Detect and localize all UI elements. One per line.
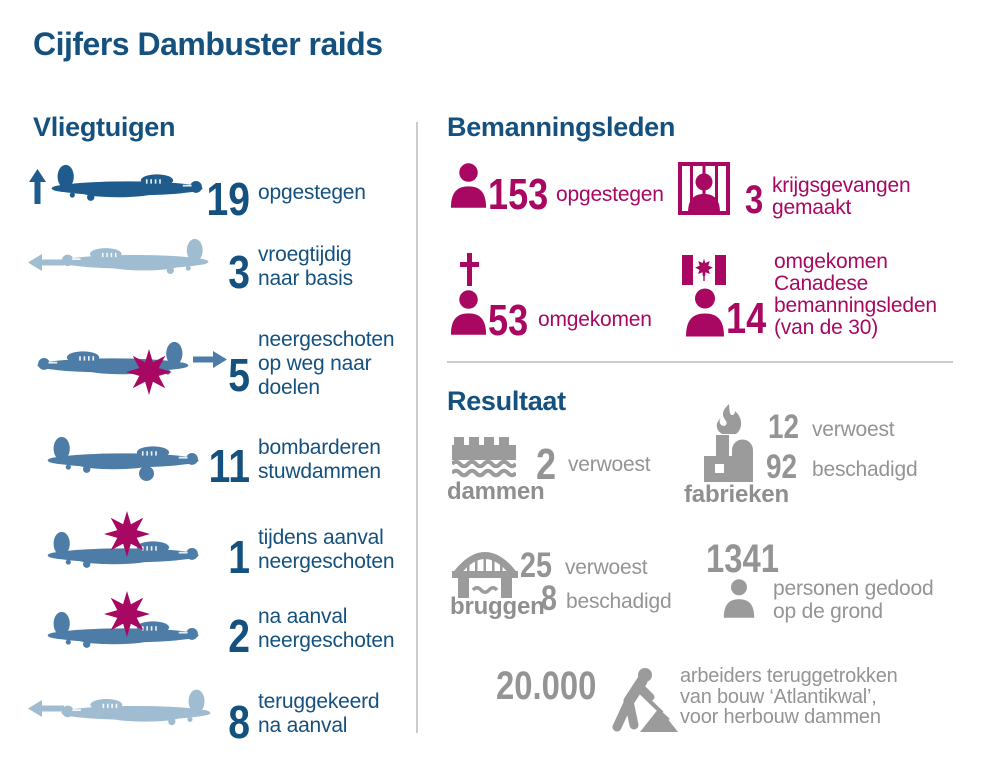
left-arrow-icon [28, 700, 64, 717]
label-line: Canadese [774, 272, 869, 295]
crew-count: 3 [745, 178, 764, 222]
label-line: omgekomen [538, 308, 652, 331]
label-line: doelen [258, 376, 320, 399]
left-arrow-icon [28, 254, 64, 271]
plane-label: neergeschoten op weg naar doelen [258, 328, 395, 400]
result-count: 12 [768, 408, 800, 446]
plane-label: na aanval neergeschoten [258, 605, 395, 653]
plane-label: teruggekeerd na aanval [258, 690, 380, 738]
plane-count: 3 [228, 246, 250, 298]
label-line: gemaakt [772, 196, 852, 219]
cross-icon [460, 253, 479, 286]
label-line: omgekomen [774, 250, 888, 273]
result-count: 1341 [706, 537, 779, 581]
result-count: 20.000 [496, 664, 597, 708]
category-label: dammen [447, 478, 545, 505]
category-label: bruggen [450, 593, 545, 620]
label-line: krijgsgevangen [772, 174, 911, 197]
label-line: (van de 30) [774, 316, 879, 339]
crew-count: 14 [726, 294, 767, 343]
result-label: arbeiders teruggetrokken van bouw ‘Atlan… [680, 666, 898, 728]
label-line: teruggekeerd [258, 690, 380, 713]
label-line: opgestegen [258, 181, 366, 204]
label-line: stuwdammen [258, 460, 381, 483]
label-line: opgestegen [556, 183, 664, 206]
result-label: personen gedood op de grond [773, 577, 934, 623]
label-line: neergeschoten [258, 328, 395, 351]
crew-label: krijgsgevangen gemaakt [772, 174, 911, 219]
label-line: neergeschoten [258, 550, 395, 573]
label-line: op de grond [773, 600, 883, 623]
explosion-icon [104, 511, 150, 557]
plane-count: 19 [206, 173, 250, 225]
person-icon [723, 575, 755, 622]
label-line: naar basis [258, 267, 353, 290]
plane-count: 2 [228, 610, 250, 662]
result-label: beschadigd [812, 458, 918, 481]
label-line: neergeschoten [258, 629, 395, 652]
plane-count: 1 [228, 531, 250, 583]
canada-flag-icon [682, 255, 726, 285]
section-title-vliegtuigen: Vliegtuigen [33, 112, 176, 142]
label-line: vroegtijdig [258, 243, 352, 266]
result-label: verwoest [565, 556, 648, 579]
label-line: tijdens aanval [258, 526, 384, 549]
result-count: 92 [766, 448, 798, 486]
crew-member-icon [450, 161, 487, 210]
result-label: beschadigd [566, 590, 672, 613]
crew-member-icon [685, 288, 725, 337]
page-title: Cijfers Dambuster raids [33, 26, 383, 62]
plane-count: 11 [208, 440, 250, 492]
result-count: 25 [520, 546, 552, 585]
plane-count: 8 [228, 696, 250, 748]
right-arrow-icon [193, 351, 227, 368]
label-line: bombarderen [258, 436, 381, 459]
bridge-icon [452, 552, 518, 598]
plane-label: tijdens aanval neergeschoten [258, 526, 395, 574]
crew-label: opgestegen [556, 184, 664, 206]
horizontal-divider [447, 361, 953, 363]
result-count: 8 [541, 579, 557, 618]
plane-label: vroegtijdig naar basis [258, 243, 353, 291]
section-title-bemanningsleden: Bemanningsleden [447, 112, 676, 142]
crew-label: omgekomen Canadese bemanningsleden (van … [774, 251, 937, 339]
label-line: na aanval [258, 714, 348, 737]
label-line: op weg naar [258, 352, 372, 375]
result-label: verwoest [812, 418, 895, 441]
prisoner-of-war-icon [678, 162, 730, 215]
construction-worker-icon [612, 668, 678, 732]
factory-icon [704, 404, 753, 482]
up-arrow-icon [29, 169, 46, 204]
plane-label: bombarderen stuwdammen [258, 436, 381, 484]
label-line: bemanningsleden [774, 294, 937, 317]
label-line: na aanval [258, 605, 348, 628]
label-line: personen gedood [773, 577, 934, 600]
result-count: 2 [536, 440, 557, 489]
crew-count: 153 [488, 170, 549, 219]
bomb-icon [139, 466, 154, 481]
result-label: verwoest [568, 453, 651, 476]
vertical-divider [416, 122, 418, 733]
plane-label: opgestegen [258, 181, 366, 205]
category-label: fabrieken [684, 481, 789, 508]
crew-member-icon [450, 288, 487, 337]
crew-label: omgekomen [538, 309, 652, 331]
label-line: voor herbouw dammen [680, 706, 881, 728]
section-title-resultaat: Resultaat [447, 386, 566, 416]
label-line: arbeiders teruggetrokken [680, 665, 898, 687]
explosion-icon [104, 591, 150, 637]
label-line: van bouw ‘Atlantikwal’, [680, 685, 877, 708]
dam-icon [452, 437, 516, 478]
crew-count: 53 [488, 296, 529, 345]
plane-count: 5 [228, 349, 250, 401]
